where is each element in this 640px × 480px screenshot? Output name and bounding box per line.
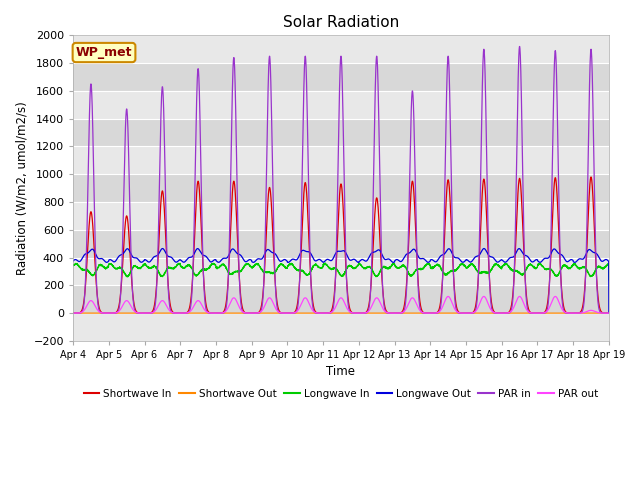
Shortwave In [605,310,612,316]
Bar [73,202,609,230]
Shortwave Out [492,310,499,316]
Shortwave Out [69,310,77,316]
PAR in [604,310,612,316]
Longwave Out [492,257,499,263]
Longwave In [605,277,612,283]
Legend: Shortwave In, Shortwave Out, Longwave In, Longwave Out, PAR in, PAR out: Shortwave In, Shortwave Out, Longwave In… [79,384,602,403]
Shortwave Out [604,310,612,316]
PAR out [605,310,612,316]
X-axis label: Time: Time [326,365,355,378]
Bar [73,91,609,119]
Longwave Out [461,258,468,264]
Shortwave Out [461,310,468,316]
Y-axis label: Radiation (W/m2, umol/m2/s): Radiation (W/m2, umol/m2/s) [15,101,28,275]
PAR in [492,310,499,316]
PAR out [69,310,77,316]
Longwave In [461,263,469,269]
Shortwave In [166,296,173,301]
Shortwave In [321,310,328,316]
Longwave Out [605,310,612,316]
Longwave In [431,263,439,269]
Longwave In [166,265,173,271]
PAR out [604,310,612,316]
Shortwave Out [321,310,328,316]
Shortwave In [431,310,439,316]
Shortwave In [604,310,612,316]
Line: PAR in: PAR in [73,47,609,313]
Longwave Out [321,258,328,264]
Title: Solar Radiation: Solar Radiation [283,15,399,30]
Shortwave Out [605,310,612,316]
Shortwave In [587,174,595,180]
Line: Shortwave In: Shortwave In [73,177,609,313]
PAR out [431,310,439,316]
PAR out [166,308,173,313]
PAR in [461,310,468,316]
PAR in [431,310,439,316]
Shortwave Out [431,310,439,316]
PAR in [69,310,77,316]
Longwave Out [480,246,488,252]
Line: Longwave In: Longwave In [73,263,609,280]
Bar [73,36,609,63]
Longwave In [69,263,77,269]
Shortwave Out [166,310,173,316]
PAR out [552,294,559,300]
Shortwave In [461,310,468,316]
PAR in [605,310,612,316]
Line: Longwave Out: Longwave Out [73,249,609,313]
Longwave In [355,260,363,266]
Shortwave In [492,310,499,315]
Bar [73,313,609,341]
PAR in [516,44,524,49]
Longwave In [492,261,499,267]
PAR out [461,310,468,316]
Text: WP_met: WP_met [76,46,132,59]
Bar [73,258,609,285]
Shortwave In [69,310,77,316]
PAR out [492,310,499,316]
PAR in [321,310,328,316]
Longwave Out [69,258,77,264]
PAR out [321,310,328,316]
Longwave Out [431,259,439,264]
Longwave In [604,261,612,267]
Longwave In [321,261,328,267]
Longwave Out [604,258,612,264]
Longwave Out [166,254,173,260]
PAR in [166,301,173,307]
Bar [73,146,609,174]
Line: PAR out: PAR out [73,297,609,313]
